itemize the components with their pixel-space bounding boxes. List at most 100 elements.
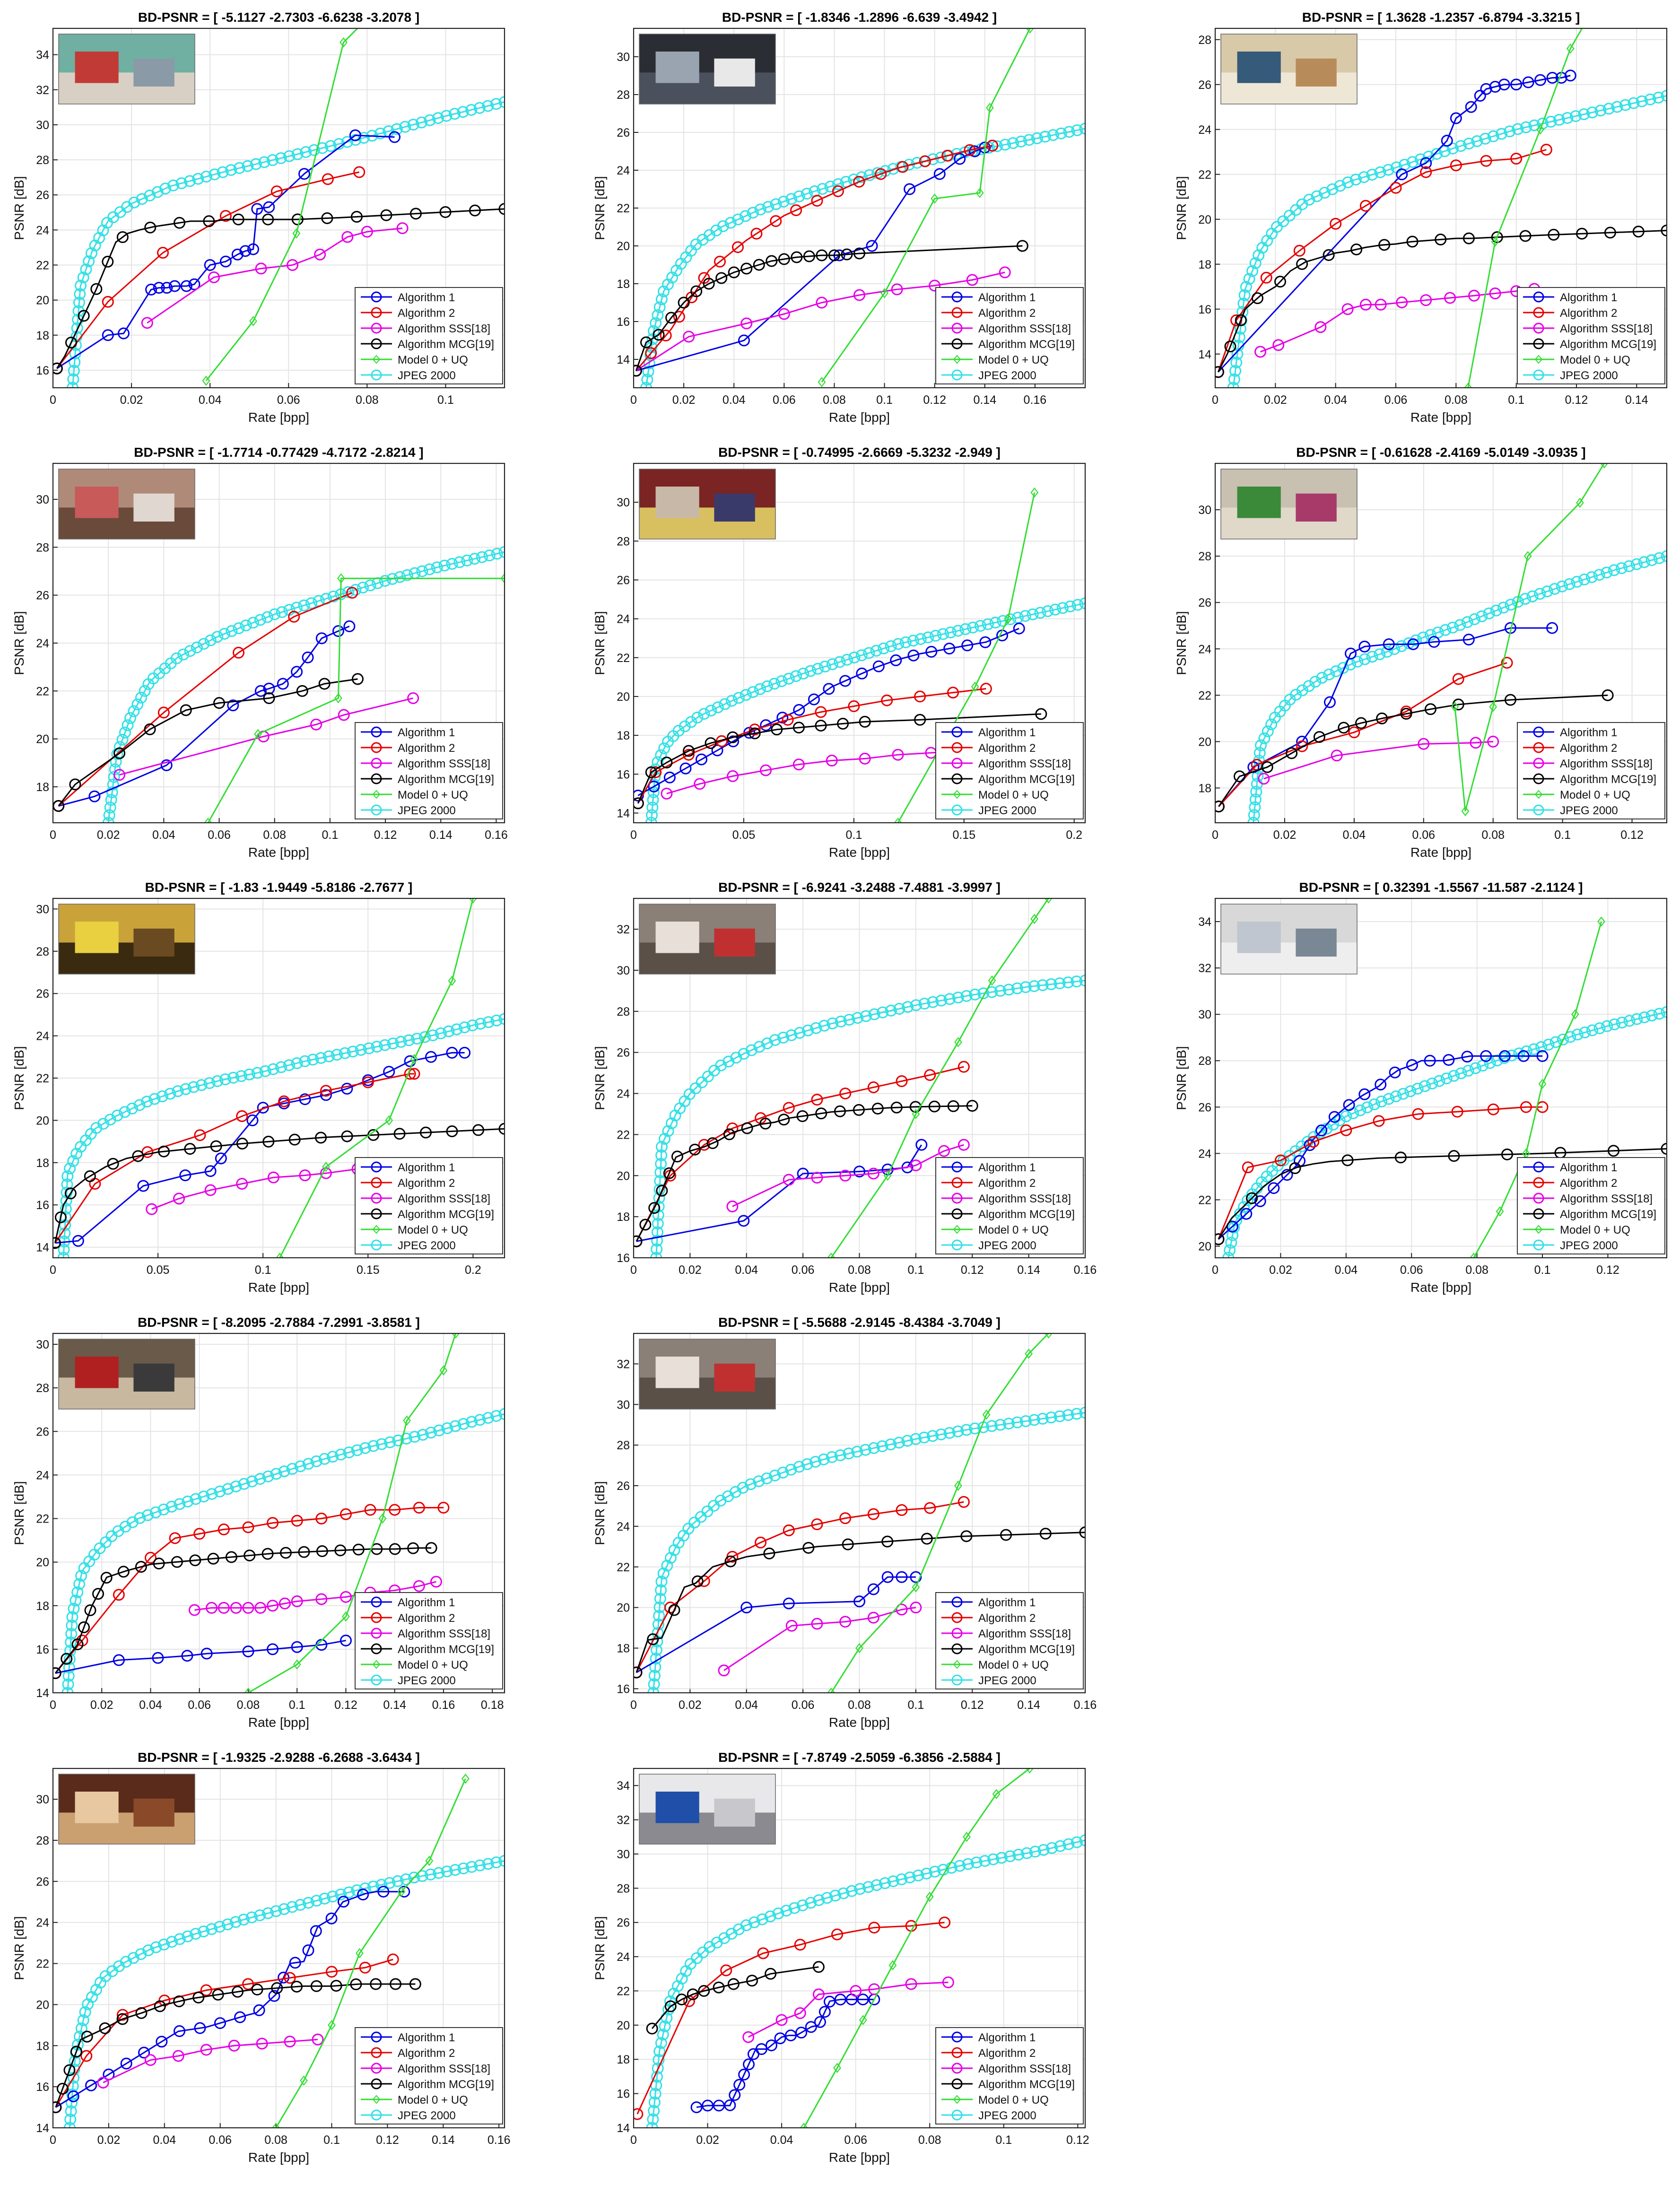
series-marker — [728, 266, 740, 279]
series-marker — [796, 1899, 809, 1912]
series-marker — [666, 1117, 678, 1130]
legend-entry-label: Algorithm 1 — [978, 291, 1036, 304]
x-tick-label: 0.02 — [1273, 828, 1297, 842]
series-marker — [653, 301, 666, 313]
y-tick-label: 22 — [36, 1072, 49, 1085]
series-marker — [388, 131, 400, 143]
x-tick-label: 0.04 — [1334, 1263, 1358, 1277]
series-marker — [769, 1034, 781, 1046]
legend-entry-label: Model 0 + UQ — [978, 1224, 1049, 1236]
series-marker — [1623, 560, 1635, 572]
series-marker — [357, 1889, 369, 1901]
series-marker — [106, 786, 118, 798]
series-marker — [161, 282, 173, 294]
series-marker — [198, 1490, 210, 1503]
legend-entry-label: JPEG 2000 — [978, 2109, 1036, 2122]
series-marker — [1522, 76, 1534, 88]
x-tick-label: 0.02 — [672, 393, 696, 407]
series-marker — [790, 204, 802, 217]
series-marker — [361, 226, 373, 238]
series-marker — [56, 2082, 69, 2095]
series-marker — [390, 1978, 402, 1990]
x-tick-label: 0.08 — [263, 828, 286, 842]
series-marker — [1004, 613, 1012, 624]
series-marker — [1375, 1079, 1387, 1091]
series-marker — [165, 1936, 178, 1948]
series-marker — [174, 1498, 186, 1510]
x-tick-label: 0 — [50, 2133, 56, 2147]
series-line — [56, 134, 395, 369]
scene-thumbnail — [639, 34, 776, 104]
series-marker — [1309, 676, 1322, 688]
series-marker — [286, 1463, 298, 1475]
series-line — [275, 1778, 466, 2128]
series-marker — [79, 2006, 91, 2018]
series-marker — [727, 735, 740, 748]
x-tick-label: 0.06 — [792, 1698, 815, 1712]
legend-swatch-marker — [951, 1193, 963, 1204]
legend-entry-label: Algorithm MCG[19] — [1560, 338, 1656, 351]
series-marker — [1064, 600, 1076, 612]
series-marker — [852, 1012, 864, 1024]
y-tick-label: 24 — [36, 1916, 49, 1930]
series-marker — [214, 2017, 226, 2029]
series-marker — [154, 2000, 166, 2012]
series-marker — [995, 1852, 1008, 1864]
series-marker — [275, 1061, 287, 1073]
series-marker — [854, 1883, 866, 1895]
x-tick-label: 0.1 — [907, 1698, 924, 1712]
series-marker — [876, 1440, 888, 1453]
x-tick-label: 0.12 — [1620, 828, 1644, 842]
series-marker — [947, 687, 959, 699]
series-marker — [775, 675, 788, 688]
series-marker — [801, 1458, 813, 1470]
series-marker — [64, 1187, 77, 1200]
series-marker — [834, 656, 846, 668]
series-marker — [137, 1180, 149, 1192]
series-marker — [775, 2014, 788, 2026]
series-marker — [859, 2015, 867, 2025]
series-marker — [74, 288, 86, 300]
series-marker — [1406, 235, 1419, 248]
series-marker — [169, 1532, 181, 1544]
series-marker — [1541, 585, 1553, 598]
y-tick-label: 26 — [36, 1425, 49, 1438]
legend-entry-label: Model 0 + UQ — [398, 354, 468, 366]
series-marker — [919, 155, 931, 167]
legend-swatch-marker — [951, 1612, 963, 1623]
series-marker — [992, 1789, 1001, 1800]
series-marker — [385, 1115, 393, 1126]
series-marker — [982, 618, 994, 630]
series-marker — [1474, 90, 1486, 102]
x-tick-label: 0.06 — [1384, 393, 1408, 407]
y-tick-label: 32 — [1198, 962, 1211, 975]
series-marker — [498, 203, 505, 215]
series-marker — [379, 575, 391, 587]
series-marker — [811, 1094, 823, 1106]
series-marker — [1281, 1169, 1293, 1181]
series-marker — [1316, 671, 1328, 684]
series-marker — [1396, 168, 1408, 181]
series-marker — [835, 1015, 847, 1027]
legend-entry-label: Algorithm MCG[19] — [398, 2078, 494, 2091]
series-marker — [323, 1050, 335, 1062]
y-tick-label: 32 — [617, 1814, 630, 1827]
y-tick-label: 14 — [1198, 348, 1211, 361]
series-marker — [1231, 348, 1244, 360]
series-marker — [724, 2099, 736, 2111]
series-marker — [859, 752, 871, 765]
series-marker — [1404, 1085, 1417, 1097]
chart-title: BD-PSNR = [ -1.8346 -1.2896 -6.639 -3.49… — [722, 10, 997, 25]
series-marker — [848, 652, 861, 664]
series-marker — [267, 1517, 279, 1529]
series-marker — [747, 686, 759, 698]
series-marker — [1461, 806, 1470, 817]
legend-swatch-marker — [1533, 1161, 1544, 1173]
series-marker — [1454, 619, 1466, 631]
legend-swatch-marker — [1533, 726, 1544, 738]
legend-entry-label: JPEG 2000 — [978, 1674, 1036, 1687]
series-marker — [1359, 200, 1372, 212]
series-marker — [75, 2022, 87, 2035]
series-marker — [1578, 108, 1590, 121]
series-marker — [302, 1458, 314, 1470]
